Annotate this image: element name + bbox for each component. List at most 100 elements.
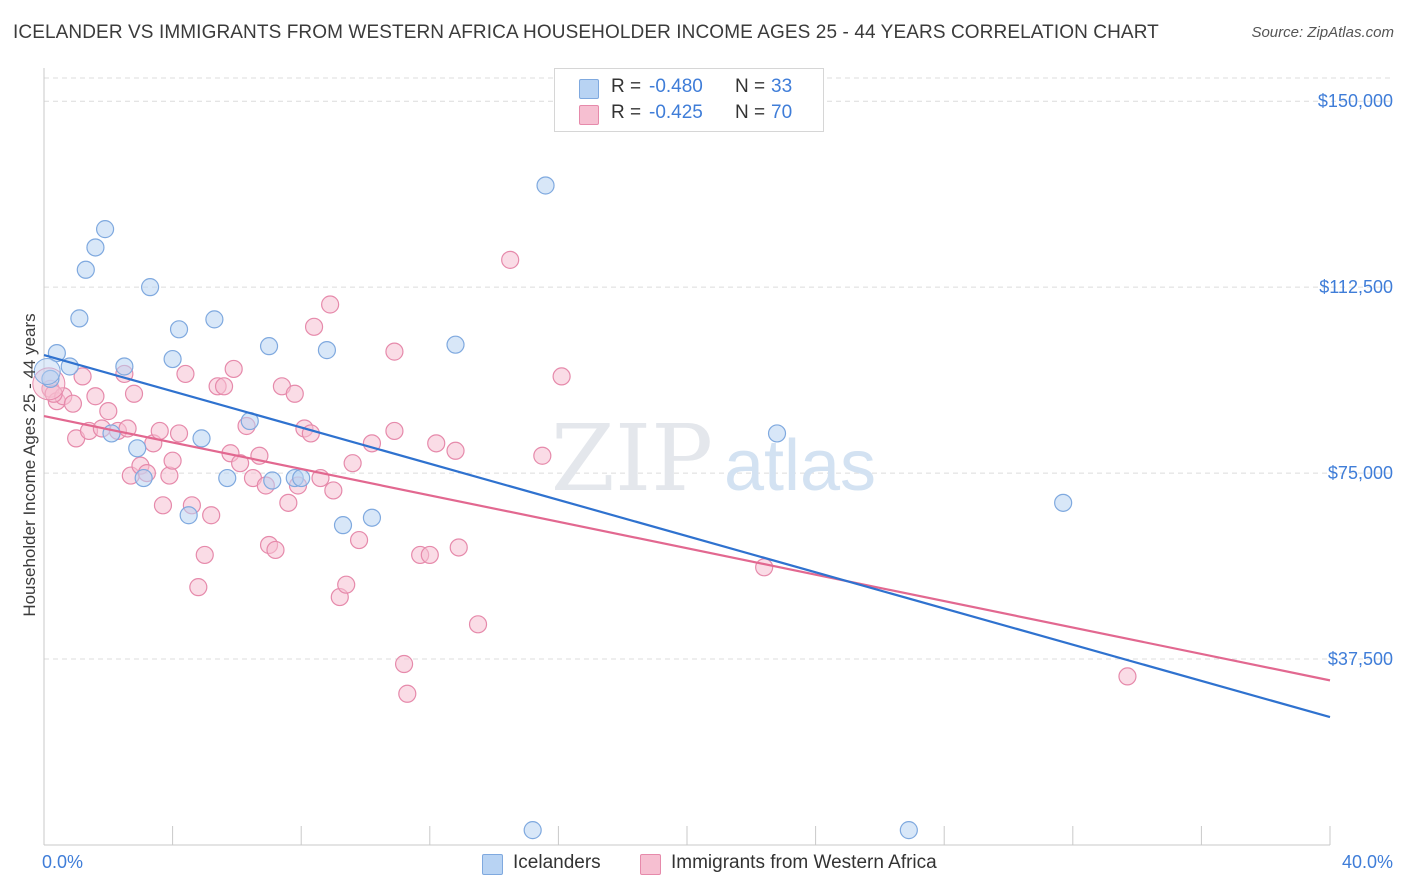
y-axis-label: Householder Income Ages 25 - 44 years	[20, 313, 39, 617]
data-point-icelanders	[76, 260, 95, 279]
legend-row-immigrants: R = -0.425 N = 70	[555, 101, 823, 127]
data-point-icelanders	[1054, 493, 1073, 512]
data-point-immigrants	[533, 446, 552, 465]
legend-swatch-blue	[579, 79, 599, 99]
legend-n-label: N =	[735, 102, 766, 123]
data-point-icelanders	[41, 369, 60, 388]
legend-swatch-pink	[579, 105, 599, 125]
data-point-immigrants	[285, 384, 304, 403]
data-point-icelanders	[205, 310, 224, 329]
data-point-immigrants	[153, 496, 173, 515]
data-point-icelanders	[140, 278, 160, 297]
data-point-icelanders	[192, 429, 211, 448]
y-tick-label: $37,500	[1328, 649, 1393, 669]
data-point-immigrants	[398, 684, 417, 703]
data-point-icelanders	[259, 337, 279, 356]
data-point-immigrants	[124, 384, 144, 403]
legend-label-icelanders: Icelanders	[513, 852, 601, 873]
legend-r-label: R =	[611, 76, 642, 97]
legend-r-value: -0.425	[649, 102, 703, 123]
data-point-immigrants	[468, 615, 488, 634]
data-point-immigrants	[163, 451, 182, 470]
data-point-icelanders	[523, 821, 542, 840]
data-point-icelanders	[899, 821, 918, 840]
data-point-immigrants	[343, 454, 362, 473]
data-point-icelanders	[134, 468, 153, 488]
data-point-icelanders	[179, 506, 198, 525]
legend-r-label: R =	[611, 102, 642, 123]
data-point-icelanders	[86, 238, 105, 257]
series-icelanders	[33, 176, 1073, 840]
data-point-icelanders	[128, 439, 147, 458]
data-point-icelanders	[95, 220, 115, 239]
watermark-atlas: atlas	[724, 426, 876, 506]
data-point-icelanders	[362, 508, 382, 527]
legend-n-value: 33	[771, 76, 793, 97]
y-tick-label: $112,500	[1319, 277, 1393, 297]
legend-n-label: N =	[735, 76, 766, 97]
data-point-immigrants	[224, 359, 243, 379]
watermark-zip: ZIP	[551, 405, 713, 512]
legend-row-icelanders: R = -0.480 N = 33	[555, 75, 823, 101]
watermark: ZIP atlas	[551, 405, 876, 512]
trend-line-immigrants	[43, 414, 1331, 682]
series-immigrants-western-africa	[32, 250, 1137, 703]
data-point-immigrants	[279, 493, 298, 512]
data-point-immigrants	[231, 454, 250, 473]
data-point-immigrants	[99, 402, 118, 421]
y-tick-label: $75,000	[1328, 463, 1393, 483]
data-point-immigrants	[449, 538, 468, 557]
x-axis-max-label: 40.0%	[1341, 852, 1393, 872]
data-point-icelanders	[33, 357, 61, 385]
x-axis-min-label: 0.0%	[42, 852, 84, 872]
data-point-icelanders	[163, 349, 182, 369]
data-point-immigrants	[337, 575, 356, 594]
data-point-immigrants	[385, 421, 404, 441]
data-point-immigrants	[427, 434, 446, 453]
data-point-immigrants	[446, 441, 465, 460]
y-tick-labels: $150,000 $112,500 $75,000 $37,500	[1318, 91, 1393, 669]
data-point-immigrants	[552, 367, 571, 386]
data-point-immigrants	[266, 540, 285, 560]
data-point-immigrants	[202, 506, 221, 525]
legend-swatch-blue	[482, 854, 503, 875]
source-label: Source: ZipAtlas.com	[1251, 24, 1394, 41]
data-point-icelanders	[169, 320, 189, 339]
data-point-immigrants	[214, 377, 234, 396]
data-point-immigrants	[304, 317, 324, 336]
data-point-immigrants	[160, 466, 179, 485]
trend-lines	[43, 354, 1331, 719]
chart-title: ICELANDER VS IMMIGRANTS FROM WESTERN AFR…	[13, 22, 1159, 43]
data-point-immigrants	[755, 558, 774, 577]
data-point-icelanders	[263, 471, 282, 490]
data-point-immigrants	[63, 394, 83, 413]
data-point-immigrants	[169, 424, 189, 443]
legend-label-immigrants: Immigrants from Western Africa	[671, 852, 937, 873]
data-point-immigrants	[176, 364, 195, 384]
data-point-immigrants	[385, 342, 404, 361]
data-point-icelanders	[292, 468, 311, 488]
data-point-immigrants	[324, 481, 343, 500]
legend-swatch-pink	[640, 854, 661, 875]
data-point-icelanders	[317, 341, 337, 360]
data-point-immigrants	[501, 250, 520, 269]
data-point-immigrants	[195, 545, 214, 565]
data-point-icelanders	[102, 424, 121, 443]
data-point-immigrants	[420, 545, 439, 565]
data-point-icelanders	[767, 424, 787, 443]
data-point-immigrants	[349, 530, 369, 550]
data-point-icelanders	[536, 176, 555, 195]
data-point-immigrants	[150, 421, 169, 441]
data-point-icelanders	[218, 468, 237, 488]
axes	[43, 68, 1331, 846]
data-point-immigrants	[321, 295, 340, 314]
y-tick-label: $150,000	[1318, 91, 1393, 111]
gridlines	[44, 77, 1394, 660]
data-point-icelanders	[115, 357, 134, 376]
data-point-icelanders	[446, 335, 465, 354]
data-point-icelanders	[70, 309, 89, 328]
trend-line-icelanders	[43, 354, 1331, 719]
legend-r-value: -0.480	[649, 76, 703, 97]
legend-n-value: 70	[771, 102, 793, 123]
